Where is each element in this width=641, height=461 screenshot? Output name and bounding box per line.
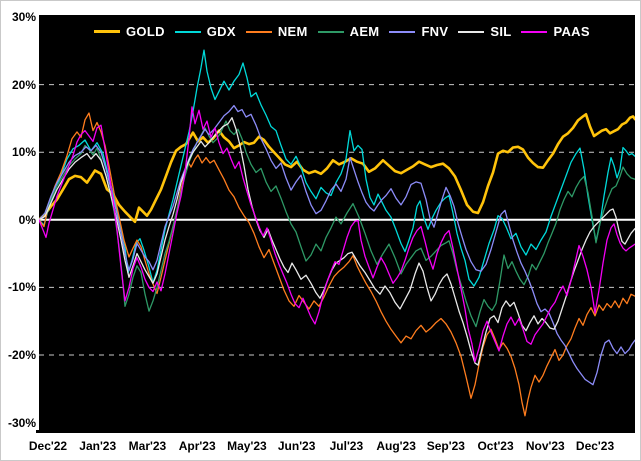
- series-line-sil: [39, 117, 635, 366]
- legend-label-sil: SIL: [490, 24, 512, 39]
- legend-swatch-aem: [317, 30, 344, 33]
- legend-label-gdx: GDX: [206, 24, 236, 39]
- plot-background: [39, 15, 635, 432]
- legend-item-paas: PAAS: [521, 24, 590, 39]
- legend-swatch-nem: [245, 30, 272, 33]
- legend-label-aem: AEM: [349, 24, 380, 39]
- series-line-aem: [39, 120, 635, 328]
- x-axis-line: [36, 430, 635, 433]
- legend-item-fnv: FNV: [389, 24, 448, 39]
- legend-swatch-sil: [458, 30, 485, 33]
- legend-label-fnv: FNV: [421, 24, 449, 39]
- chart-legend: GOLD GDX NEM AEM FNV SIL PAAS: [94, 24, 590, 39]
- legend-swatch-gold: [94, 30, 120, 33]
- legend-item-nem: NEM: [245, 24, 308, 39]
- legend-label-gold: GOLD: [126, 24, 165, 39]
- legend-item-gdx: GDX: [174, 24, 236, 39]
- series-line-paas: [39, 106, 635, 363]
- legend-swatch-gdx: [174, 30, 201, 33]
- legend-item-aem: AEM: [317, 24, 380, 39]
- series-line-fnv: [39, 104, 635, 386]
- legend-swatch-fnv: [389, 30, 416, 33]
- legend-item-sil: SIL: [458, 24, 511, 39]
- legend-label-nem: NEM: [277, 24, 308, 39]
- series-lines: [39, 49, 635, 417]
- legend-label-paas: PAAS: [553, 24, 590, 39]
- gridlines: [39, 84, 635, 356]
- legend-item-gold: GOLD: [94, 24, 165, 39]
- series-line-gold: [39, 113, 635, 224]
- legend-swatch-paas: [521, 30, 548, 33]
